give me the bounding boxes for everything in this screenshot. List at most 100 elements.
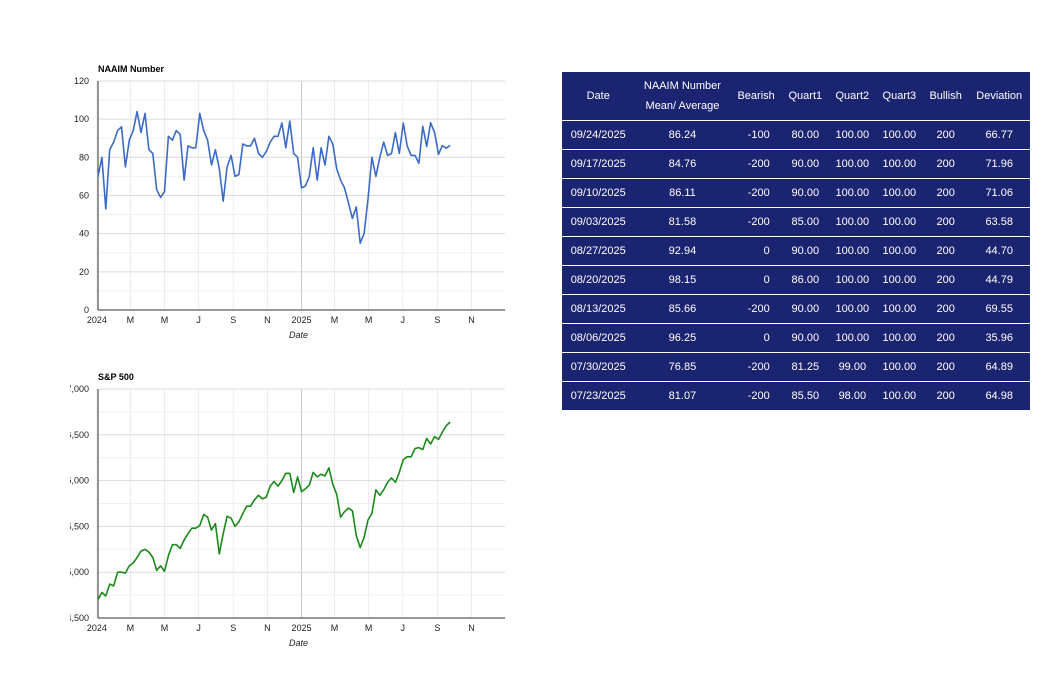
header-quart3[interactable]: Quart3 (875, 72, 923, 121)
cell-quart3: 100.00 (875, 236, 923, 266)
x-tick-label: J (400, 623, 405, 633)
cell-quart3: 100.00 (875, 381, 923, 410)
cell-bearish: 0 (730, 236, 782, 266)
cell-quart1: 90.00 (781, 323, 829, 353)
header-naaim-mean[interactable]: NAAIM Number Mean/ Average (634, 72, 731, 121)
cell-bearish: 0 (730, 323, 782, 353)
table-header-row: Date NAAIM Number Mean/ Average Bearish … (562, 72, 1030, 121)
x-tick-label: M (365, 623, 373, 633)
cell-date: 09/03/2025 (562, 207, 635, 237)
sp500-chart: S&P 500 4,500 5,000 5,500 6,000 6,500 7,000 202… (70, 368, 520, 658)
cell-date: 07/23/2025 (562, 381, 635, 410)
cell-naaim-mean: 86.24 (634, 120, 731, 150)
cell-bearish: -200 (730, 207, 782, 237)
x-tick-label: S (434, 623, 440, 633)
x-tick-label: J (196, 623, 201, 633)
cell-bullish: 200 (922, 294, 969, 324)
cell-quart1: 90.00 (781, 178, 829, 208)
cell-deviation: 44.79 (968, 265, 1030, 295)
cell-quart1: 85.50 (781, 381, 829, 410)
cell-deviation: 64.89 (968, 352, 1030, 382)
cell-bearish: -200 (730, 352, 782, 382)
cell-naaim-mean: 81.58 (634, 207, 731, 237)
cell-quart3: 100.00 (875, 207, 923, 237)
cell-quart2: 100.00 (828, 265, 876, 295)
x-tick-label: M (127, 315, 134, 325)
table-body: 09/24/2025 86.24 -100 80.00 100.00 100.00 200 6… (562, 120, 1030, 410)
cell-naaim-mean: 81.07 (634, 381, 731, 410)
cell-deviation: 71.96 (968, 149, 1030, 179)
cell-quart2: 100.00 (828, 149, 876, 179)
table-row: 09/24/2025 86.24 -100 80.00 100.00 100.00 200 6… (562, 120, 1030, 150)
cell-date: 08/20/2025 (562, 265, 635, 295)
y-tick-label: 80 (79, 152, 89, 162)
naaim-x-axis-label: Date (289, 330, 308, 340)
table-row: 08/27/2025 92.94 0 90.00 100.00 100.00 200 44.7… (562, 236, 1030, 266)
y-tick-label: 40 (79, 229, 89, 239)
cell-quart1: 81.25 (781, 352, 829, 382)
sp500-series-line (97, 421, 451, 601)
cell-bearish: -200 (730, 381, 782, 410)
naaim-chart-svg: NAAIM Number 0 20 40 60 80 100 120 2024 M M J S N 2025… (74, 64, 505, 340)
cell-deviation: 35.96 (968, 323, 1030, 353)
cell-date: 08/06/2025 (562, 323, 635, 353)
naaim-chart: NAAIM Number 0 20 40 60 80 100 120 2024 M M J S N 2025… (70, 60, 520, 350)
cell-bullish: 200 (922, 323, 969, 353)
table-row: 07/30/2025 76.85 -200 81.25 99.00 100.00 200 64… (562, 352, 1030, 382)
x-tick-label: S (230, 623, 236, 633)
cell-naaim-mean: 96.25 (634, 323, 731, 353)
cell-quart1: 90.00 (781, 294, 829, 324)
header-deviation[interactable]: Deviation (968, 72, 1030, 121)
cell-bearish: -200 (730, 294, 782, 324)
cell-date: 09/24/2025 (562, 120, 635, 150)
x-tick-label: M (331, 315, 339, 325)
x-tick-label: M (331, 623, 339, 633)
cell-bullish: 200 (922, 178, 969, 208)
sp500-x-axis-label: Date (289, 638, 308, 648)
x-tick-label: 2025 (291, 623, 311, 633)
y-tick-label: 60 (79, 191, 89, 201)
cell-quart1: 90.00 (781, 236, 829, 266)
cell-bearish: -200 (730, 149, 782, 179)
cell-date: 07/30/2025 (562, 352, 635, 382)
cell-quart1: 85.00 (781, 207, 829, 237)
cell-bullish: 200 (922, 149, 969, 179)
x-tick-label: M (161, 623, 169, 633)
y-tick-label: 4,500 (70, 613, 89, 623)
cell-naaim-mean: 98.15 (634, 265, 731, 295)
header-bearish[interactable]: Bearish (730, 72, 782, 121)
x-tick-label: N (468, 315, 475, 325)
cell-quart3: 100.00 (875, 178, 923, 208)
cell-quart1: 86.00 (781, 265, 829, 295)
x-tick-label: N (264, 315, 271, 325)
header-quart1[interactable]: Quart1 (781, 72, 829, 121)
cell-deviation: 66.77 (968, 120, 1030, 150)
cell-bearish: -100 (730, 120, 782, 150)
sp500-chart-svg: S&P 500 4,500 5,000 5,500 6,000 6,500 7,000 202… (70, 372, 505, 648)
header-bullish[interactable]: Bullish (922, 72, 969, 121)
y-tick-label: 6,000 (70, 476, 89, 486)
table-row: 09/17/2025 84.76 -200 90.00 100.00 100.00 200 7… (562, 149, 1030, 179)
cell-quart3: 100.00 (875, 323, 923, 353)
header-date[interactable]: Date (562, 72, 635, 121)
cell-date: 09/10/2025 (562, 178, 635, 208)
naaim-title: NAAIM Number (98, 64, 164, 74)
table-row: 08/06/2025 96.25 0 90.00 100.00 100.00 200 35.9… (562, 323, 1030, 353)
table-row: 08/13/2025 85.66 -200 90.00 100.00 100.00 200 6… (562, 294, 1030, 324)
table-row: 07/23/2025 81.07 -200 85.50 98.00 100.00 200 64… (562, 381, 1030, 410)
cell-quart2: 100.00 (828, 178, 876, 208)
naaim-series-line (97, 110, 451, 244)
cell-bullish: 200 (922, 120, 969, 150)
cell-naaim-mean: 84.76 (634, 149, 731, 179)
x-tick-label: J (196, 315, 201, 325)
cell-quart2: 100.00 (828, 236, 876, 266)
cell-quart3: 100.00 (875, 265, 923, 295)
cell-bullish: 200 (922, 352, 969, 382)
cell-bullish: 200 (922, 381, 969, 410)
cell-deviation: 69.55 (968, 294, 1030, 324)
cell-naaim-mean: 86.11 (634, 178, 731, 208)
y-tick-label: 0 (84, 305, 89, 315)
cell-deviation: 64.98 (968, 381, 1030, 410)
cell-naaim-mean: 76.85 (634, 352, 731, 382)
header-quart2[interactable]: Quart2 (828, 72, 876, 121)
